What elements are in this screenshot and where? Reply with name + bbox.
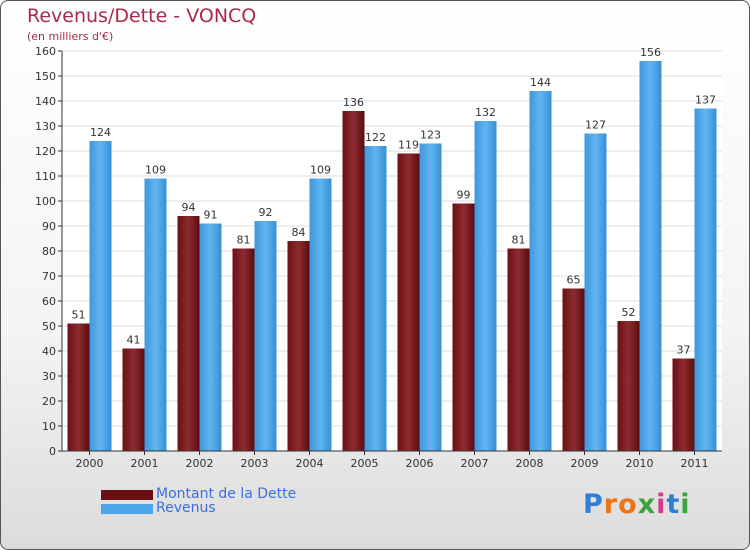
- data-label: 92: [259, 206, 273, 219]
- data-label: 81: [512, 234, 526, 247]
- legend-swatch-revenus: [101, 504, 153, 514]
- data-label: 99: [457, 189, 471, 202]
- data-label: 52: [622, 306, 636, 319]
- proxiti-logo: Proxiti: [583, 489, 691, 520]
- x-tick-label: 2004: [296, 457, 324, 470]
- bar-revenus-2007: [474, 121, 497, 451]
- data-label: 132: [475, 106, 496, 119]
- legend-label-debt: Montant de la Dette: [156, 486, 297, 502]
- data-label: 37: [677, 344, 691, 357]
- legend-swatch-debt: [101, 490, 153, 500]
- y-tick-label: 60: [42, 295, 56, 308]
- data-label: 144: [530, 76, 551, 89]
- y-tick-label: 150: [35, 70, 56, 83]
- bar-revenus-2003: [254, 221, 277, 451]
- logo-letter: r: [603, 489, 619, 520]
- y-tick-label: 0: [49, 445, 56, 458]
- bar-revenus-2010: [639, 61, 662, 451]
- bar-dette-2003: [232, 248, 255, 451]
- x-tick-label: 2003: [241, 457, 269, 470]
- x-tick-label: 2010: [626, 457, 654, 470]
- y-tick-label: 20: [42, 395, 56, 408]
- y-tick-label: 100: [35, 195, 56, 208]
- x-tick-label: 2001: [131, 457, 159, 470]
- data-label: 91: [204, 209, 218, 222]
- logo-letter: i: [656, 489, 667, 520]
- data-label: 127: [585, 119, 606, 132]
- bar-dette-2004: [287, 241, 310, 451]
- bar-dette-2002: [177, 216, 200, 451]
- bar-dette-2011: [672, 358, 695, 451]
- data-label: 137: [695, 94, 716, 107]
- data-label: 109: [310, 164, 331, 177]
- bar-dette-2009: [562, 288, 585, 451]
- x-tick-label: 2005: [351, 457, 379, 470]
- data-label: 122: [365, 131, 386, 144]
- data-label: 123: [420, 129, 441, 142]
- bar-revenus-2000: [89, 141, 112, 451]
- bar-dette-2008: [507, 248, 530, 451]
- bar-revenus-2005: [364, 146, 387, 451]
- y-tick-label: 140: [35, 95, 56, 108]
- logo-letter: x: [637, 489, 657, 520]
- logo-letter: o: [618, 489, 638, 520]
- logo-letter: t: [666, 489, 681, 520]
- data-label: 124: [90, 126, 111, 139]
- data-label: 41: [127, 334, 141, 347]
- data-label: 94: [182, 201, 196, 214]
- x-tick-label: 2007: [461, 457, 489, 470]
- bar-revenus-2011: [694, 108, 717, 451]
- data-label: 81: [237, 234, 251, 247]
- data-label: 65: [567, 274, 581, 287]
- y-tick-label: 130: [35, 120, 56, 133]
- x-tick-label: 2011: [681, 457, 709, 470]
- data-label: 119: [398, 139, 419, 152]
- data-label: 84: [292, 226, 306, 239]
- data-label: 109: [145, 164, 166, 177]
- x-tick-label: 2006: [406, 457, 434, 470]
- bar-revenus-2006: [419, 143, 442, 451]
- data-label: 136: [343, 96, 364, 109]
- chart-title: Revenus/Dette - VONCQ: [27, 5, 257, 27]
- y-tick-label: 70: [42, 270, 56, 283]
- y-tick-label: 90: [42, 220, 56, 233]
- x-tick-label: 2000: [76, 457, 104, 470]
- bar-revenus-2004: [309, 178, 332, 451]
- chart-subtitle: (en milliers d'€): [27, 30, 114, 43]
- bar-revenus-2009: [584, 133, 607, 451]
- logo-letter: i: [680, 489, 691, 520]
- bar-dette-2010: [617, 321, 640, 451]
- y-tick-label: 10: [42, 420, 56, 433]
- y-tick-label: 50: [42, 320, 56, 333]
- y-tick-label: 120: [35, 145, 56, 158]
- bar-dette-2007: [452, 203, 475, 451]
- data-label: 156: [640, 46, 661, 59]
- y-tick-label: 160: [35, 45, 56, 58]
- bar-dette-2000: [67, 323, 90, 451]
- logo-letter: P: [583, 489, 604, 520]
- x-tick-label: 2002: [186, 457, 214, 470]
- y-tick-label: 110: [35, 170, 56, 183]
- y-tick-label: 30: [42, 370, 56, 383]
- x-tick-label: 2009: [571, 457, 599, 470]
- y-tick-label: 80: [42, 245, 56, 258]
- bar-revenus-2002: [199, 223, 222, 451]
- data-label: 51: [72, 309, 86, 322]
- legend-label-revenus: Revenus: [156, 500, 216, 516]
- bar-dette-2001: [122, 348, 145, 451]
- bar-revenus-2001: [144, 178, 167, 451]
- x-tick-label: 2008: [516, 457, 544, 470]
- y-tick-label: 40: [42, 345, 56, 358]
- bar-revenus-2008: [529, 91, 552, 451]
- bar-dette-2005: [342, 111, 365, 451]
- bar-dette-2006: [397, 153, 420, 451]
